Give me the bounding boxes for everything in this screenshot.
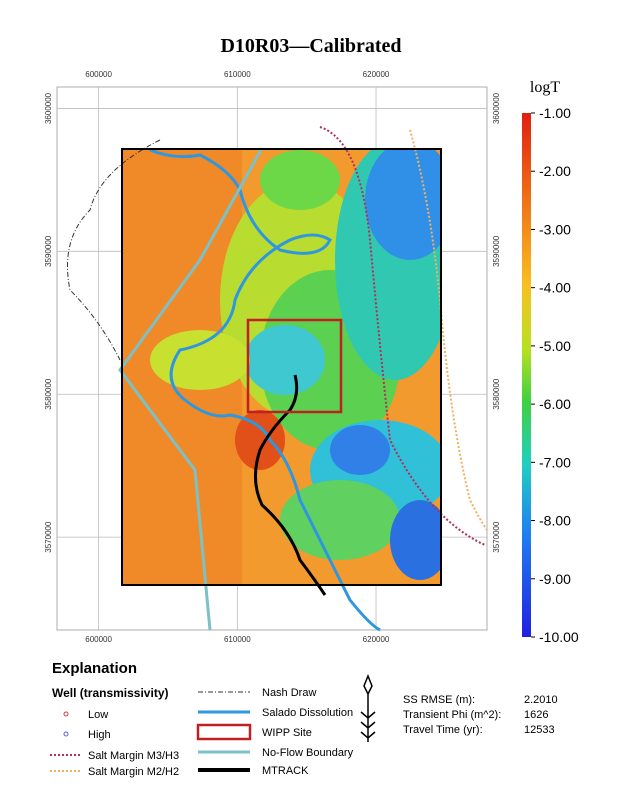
x-tick-label: 600000 (85, 70, 112, 79)
x-tick-label: 610000 (224, 70, 251, 79)
salt-margin-m3 (319, 126, 486, 546)
legend-noflow: No-Flow Boundary (262, 747, 354, 759)
x-tick-label: 620000 (363, 70, 390, 79)
colorbar-label: -2.00 (539, 163, 571, 179)
logT-field (122, 149, 441, 585)
x-tick-label: 610000 (224, 635, 251, 644)
y-tick-label: 3590000 (492, 235, 501, 267)
nash-draw (67, 139, 161, 361)
stat-value: 12533 (524, 724, 555, 736)
salado-dissolution (149, 148, 381, 632)
y-tick-label: 3600000 (44, 92, 53, 124)
high-symbol (63, 731, 69, 737)
legend-m2: Salt Margin M2/H2 (88, 766, 179, 778)
colorbar-label: -4.00 (539, 280, 571, 296)
no-flow-boundary (118, 147, 264, 631)
salt-margin-m2 (409, 129, 488, 531)
stat-value: 1626 (524, 709, 548, 721)
stat-label: Transient Phi (m^2): (403, 709, 501, 721)
legend-wipp: WIPP Site (262, 727, 312, 739)
north-arrow (360, 673, 376, 742)
legend-subtitle: Well (transmissivity) (52, 686, 168, 700)
legend-high: High (88, 729, 111, 741)
stats: SS RMSE (m): 2.2010 Transient Phi (m^2): 16… (403, 694, 558, 736)
stat-label: SS RMSE (m): (403, 694, 475, 706)
y-tick-label: 3590000 (44, 235, 53, 267)
legend-low: Low (88, 709, 108, 721)
stat-label: Travel Time (yr): (403, 724, 483, 736)
y-tick-label: 3570000 (44, 521, 53, 553)
title: D10R03—Calibrated (220, 35, 401, 57)
mtrack (254, 374, 327, 596)
colorbar-title: logT (530, 79, 560, 96)
stat-value: 2.2010 (524, 694, 558, 706)
colorbar-ticks: -1.00 -2.00 -3.00 -4.00 -5.00 -6.00 -7.00 -8.00… (531, 105, 579, 645)
legend-m3: Salt Margin M3/H3 (88, 750, 179, 762)
colorbar (522, 113, 531, 637)
x-tick-label: 620000 (363, 635, 390, 644)
colorbar-label: -5.00 (539, 338, 571, 354)
legend-title: Explanation (52, 660, 137, 677)
colorbar-label: -3.00 (539, 221, 571, 237)
colorbar-label: -6.00 (539, 396, 571, 412)
legend-mtrack: MTRACK (262, 765, 309, 777)
legend-nash: Nash Draw (262, 687, 316, 699)
y-tick-label: 3580000 (44, 378, 53, 410)
colorbar-label: -10.00 (539, 629, 579, 645)
colorbar-label: -9.00 (539, 571, 571, 587)
y-tick-label: 3600000 (492, 92, 501, 124)
colorbar-label: -1.00 (539, 105, 571, 121)
wipp-site (246, 318, 343, 414)
x-tick-label: 600000 (85, 635, 112, 644)
y-tick-label: 3570000 (492, 521, 501, 553)
wipp-symbol (196, 723, 252, 741)
model-boundary (121, 148, 442, 586)
y-tick-label: 3580000 (492, 378, 501, 410)
low-symbol (63, 711, 69, 717)
colorbar-label: -8.00 (539, 513, 571, 529)
legend-salado: Salado Dissolution (262, 707, 353, 719)
colorbar-label: -7.00 (539, 454, 571, 470)
